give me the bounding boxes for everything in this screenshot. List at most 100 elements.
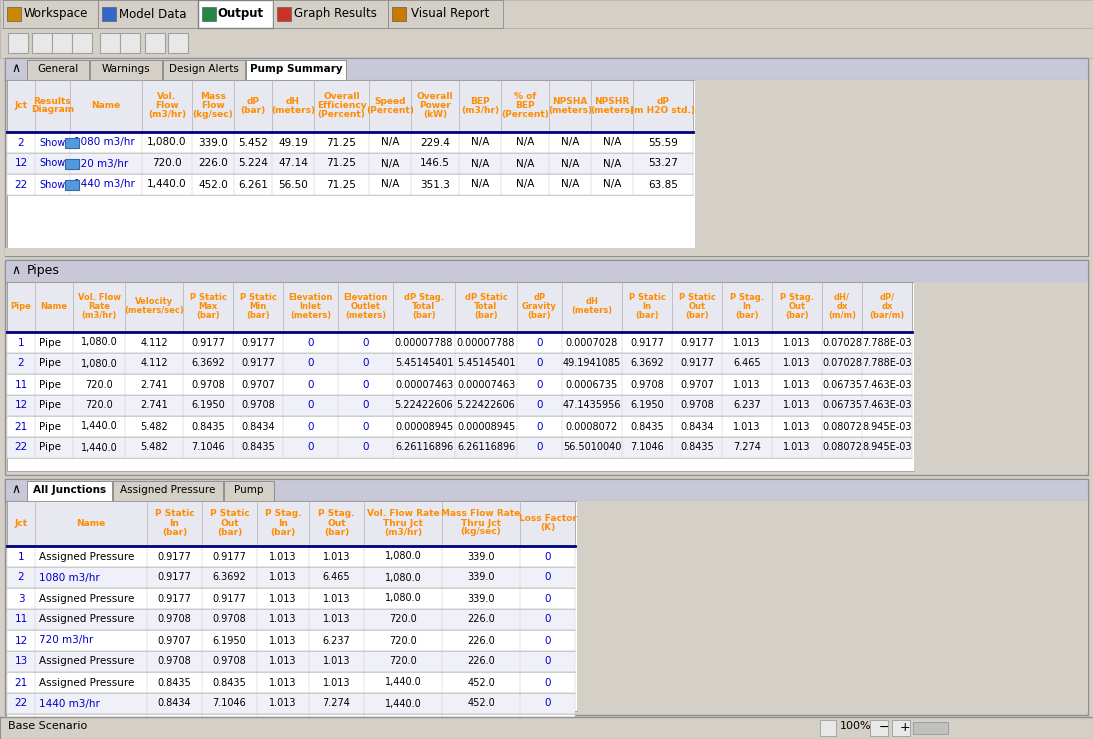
Text: Visual Report: Visual Report xyxy=(411,7,490,21)
Text: Assigned Pressure: Assigned Pressure xyxy=(39,678,134,687)
Text: (bar): (bar) xyxy=(240,106,266,115)
Text: 0.0008072: 0.0008072 xyxy=(566,421,619,432)
Text: 0.9708: 0.9708 xyxy=(157,615,191,624)
Text: 6.465: 6.465 xyxy=(322,573,351,582)
Text: Power: Power xyxy=(419,101,451,110)
Text: Vol. Flow Rate: Vol. Flow Rate xyxy=(366,509,439,519)
Text: 5.45145401: 5.45145401 xyxy=(395,358,454,369)
Text: 1,440.0: 1,440.0 xyxy=(148,180,187,189)
Text: ∧: ∧ xyxy=(11,62,20,75)
Text: 1.013: 1.013 xyxy=(269,678,297,687)
Text: N/A: N/A xyxy=(561,137,579,148)
Bar xyxy=(120,33,140,53)
Text: (meters): (meters) xyxy=(572,307,612,316)
Text: dH/: dH/ xyxy=(834,293,850,302)
Text: (Percent): (Percent) xyxy=(318,110,365,119)
Text: (m3/hr): (m3/hr) xyxy=(81,311,117,320)
Text: 0.8435: 0.8435 xyxy=(242,443,274,452)
Text: dx: dx xyxy=(836,302,848,311)
Text: 7.463E-03: 7.463E-03 xyxy=(862,380,912,389)
Text: All Junctions: All Junctions xyxy=(33,485,106,495)
Text: 0.9177: 0.9177 xyxy=(680,358,714,369)
Text: 1.013: 1.013 xyxy=(322,720,350,729)
Bar xyxy=(32,33,52,53)
Text: 6.3692: 6.3692 xyxy=(213,573,246,582)
Bar xyxy=(5,479,1088,501)
Text: General: General xyxy=(37,64,79,74)
Text: 1,440.0: 1,440.0 xyxy=(81,443,117,452)
Text: 0: 0 xyxy=(362,380,368,389)
Bar xyxy=(7,416,912,437)
Text: 8.945E-03: 8.945E-03 xyxy=(862,421,912,432)
Text: (kg/sec): (kg/sec) xyxy=(460,528,502,537)
Text: (bar/m): (bar/m) xyxy=(869,311,905,320)
Text: 1,080.0: 1,080.0 xyxy=(385,551,422,562)
Text: dP Stag.: dP Stag. xyxy=(404,293,444,302)
Text: 7.463E-03: 7.463E-03 xyxy=(862,401,912,410)
Text: 1.013: 1.013 xyxy=(784,380,811,389)
Bar xyxy=(7,282,912,332)
Text: 0: 0 xyxy=(307,338,314,347)
Text: 11: 11 xyxy=(14,380,27,389)
Text: (m3/hr): (m3/hr) xyxy=(384,528,422,537)
Bar xyxy=(5,479,1088,715)
Text: Min: Min xyxy=(249,302,267,311)
Text: 100%: 100% xyxy=(841,721,871,731)
Text: 0.8435: 0.8435 xyxy=(157,678,191,687)
Text: ∧: ∧ xyxy=(11,264,20,277)
Text: Vol.: Vol. xyxy=(157,92,177,101)
Text: 47.14: 47.14 xyxy=(278,158,308,168)
Bar xyxy=(820,720,836,736)
Text: 1,080.0: 1,080.0 xyxy=(385,593,422,604)
Bar xyxy=(392,7,406,21)
Text: 0.06735: 0.06735 xyxy=(822,380,862,389)
Bar xyxy=(72,33,92,53)
Text: 0.9177: 0.9177 xyxy=(630,338,663,347)
Text: 0.9708: 0.9708 xyxy=(191,380,225,389)
Text: +: + xyxy=(900,721,910,734)
Text: 1,080.0: 1,080.0 xyxy=(81,358,117,369)
Text: 0: 0 xyxy=(307,401,314,410)
Text: Out: Out xyxy=(220,519,238,528)
Text: Thru Jct: Thru Jct xyxy=(461,519,501,528)
Bar xyxy=(7,714,575,735)
Text: 0.9177: 0.9177 xyxy=(157,551,191,562)
Text: 146.5: 146.5 xyxy=(420,158,450,168)
Bar xyxy=(7,609,575,630)
Text: Name: Name xyxy=(77,519,106,528)
Bar xyxy=(145,33,165,53)
Text: 720.0: 720.0 xyxy=(85,401,113,410)
Text: 0: 0 xyxy=(307,443,314,452)
Bar xyxy=(7,672,575,693)
Text: BEP: BEP xyxy=(470,97,490,106)
Bar xyxy=(7,7,21,21)
Text: 2.741: 2.741 xyxy=(140,380,168,389)
Text: Pipe: Pipe xyxy=(39,358,61,369)
Text: 0.9708: 0.9708 xyxy=(157,656,191,667)
Text: 6.26116896: 6.26116896 xyxy=(395,443,454,452)
Bar xyxy=(7,437,912,458)
Text: 0.8434: 0.8434 xyxy=(680,421,714,432)
Text: 0.9707: 0.9707 xyxy=(157,636,191,645)
Text: 23: 23 xyxy=(14,720,27,729)
Bar xyxy=(273,0,388,28)
Text: 226.0: 226.0 xyxy=(467,656,495,667)
Text: 1080 m3/hr: 1080 m3/hr xyxy=(39,573,99,582)
Text: N/A: N/A xyxy=(471,180,490,189)
Text: 1440 m3/hr: 1440 m3/hr xyxy=(39,698,99,709)
Text: (bar): (bar) xyxy=(528,311,551,320)
Bar xyxy=(7,282,914,471)
Text: Warnings: Warnings xyxy=(102,64,151,74)
Text: 0: 0 xyxy=(307,380,314,389)
Text: 8.945E-03: 8.945E-03 xyxy=(862,443,912,452)
Text: (Percent): (Percent) xyxy=(501,110,549,119)
Bar xyxy=(0,28,1093,58)
Text: Show: Show xyxy=(39,137,66,148)
Text: 1.013: 1.013 xyxy=(784,338,811,347)
Text: 5.482: 5.482 xyxy=(140,443,168,452)
Bar xyxy=(7,395,912,416)
Text: Design Alerts: Design Alerts xyxy=(169,64,239,74)
Text: 0.9708: 0.9708 xyxy=(213,615,246,624)
Bar xyxy=(168,33,188,53)
Text: 0.8435: 0.8435 xyxy=(680,443,714,452)
